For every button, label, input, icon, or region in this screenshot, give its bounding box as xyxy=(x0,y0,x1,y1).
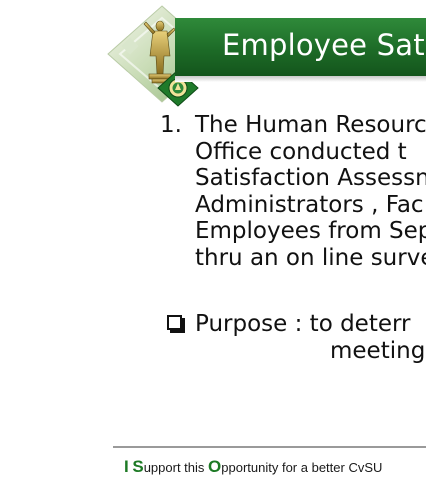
item-line: Administrators , Fac xyxy=(195,191,424,218)
item-line: The Human Resourc xyxy=(195,112,426,138)
slogan-text: upport this xyxy=(143,460,209,475)
footer-slogan: I Support this Opportunity for a better … xyxy=(124,457,382,477)
purpose-text: Purpose : to deterr xyxy=(195,311,411,337)
slogan-initial: I xyxy=(124,457,129,476)
page-title: Employee Sati xyxy=(222,28,426,62)
slogan-text: pportunity for a better CvSU xyxy=(221,460,383,475)
purpose-text-continued: meeting xyxy=(330,338,426,364)
slogan-initial: S xyxy=(132,457,144,476)
item-line: Office conducted t xyxy=(195,138,407,165)
footer-divider xyxy=(113,446,426,448)
checkbox-bullet-icon xyxy=(167,315,185,333)
numbered-item-text: The Human Resourc Office conducted t Sat… xyxy=(195,112,426,272)
list-number: 1. xyxy=(160,112,182,138)
item-line: Employees from Sep xyxy=(195,218,426,245)
title-banner xyxy=(175,18,426,82)
slogan-initial: O xyxy=(208,457,222,476)
item-line: thru an on line surve xyxy=(195,244,426,271)
item-line: Satisfaction Assessn xyxy=(195,165,426,192)
